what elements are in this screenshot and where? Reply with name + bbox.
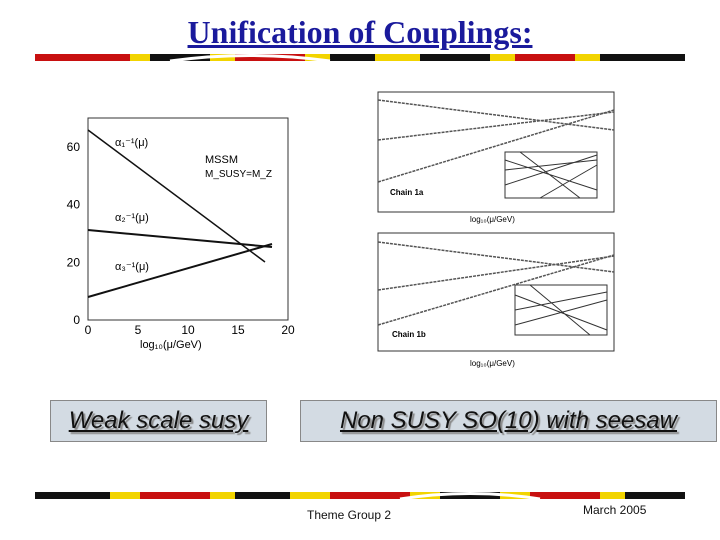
right-plot-b: Chain 1b log₁₀(μ/GeV) bbox=[377, 232, 615, 368]
panel-label: Chain 1b bbox=[392, 330, 426, 339]
y-tick-label: 60 bbox=[67, 140, 81, 154]
label-box: Non SUSY SO(10) with seesaw bbox=[300, 400, 717, 442]
footer-group: Theme Group 2 bbox=[307, 508, 392, 522]
model-label: MSSM bbox=[205, 154, 238, 166]
slide-title: Unification of Couplings: bbox=[187, 14, 533, 50]
x-tick-label: 0 bbox=[85, 323, 92, 337]
x-label: log₁₀(μ/GeV) bbox=[140, 339, 202, 351]
x-tick-label: 20 bbox=[281, 323, 295, 337]
curve-label: α₃⁻¹(μ) bbox=[115, 261, 149, 273]
bottom-stripe bbox=[35, 492, 685, 501]
y-tick-label: 0 bbox=[73, 313, 80, 327]
curve-label: α₁⁻¹(μ) bbox=[115, 137, 148, 149]
curve-label: α₂⁻¹(μ) bbox=[115, 212, 149, 224]
top-stripe bbox=[35, 54, 685, 63]
x-label: log₁₀(μ/GeV) bbox=[470, 215, 515, 224]
x-tick-label: 5 bbox=[135, 323, 142, 337]
footer-date: March 2005 bbox=[583, 503, 647, 517]
y-tick-label: 40 bbox=[67, 198, 81, 212]
x-tick-label: 10 bbox=[181, 323, 195, 337]
scale-label: M_SUSY=M_Z bbox=[205, 169, 272, 180]
x-tick-label: 15 bbox=[231, 323, 245, 337]
x-label: log₁₀(μ/GeV) bbox=[470, 359, 515, 368]
panel-label: Chain 1a bbox=[390, 188, 424, 197]
y-tick-label: 20 bbox=[67, 255, 81, 269]
right-plot-a: Chain 1a log₁₀(μ/GeV) bbox=[377, 91, 615, 224]
label-box: Weak scale susy bbox=[50, 400, 267, 442]
